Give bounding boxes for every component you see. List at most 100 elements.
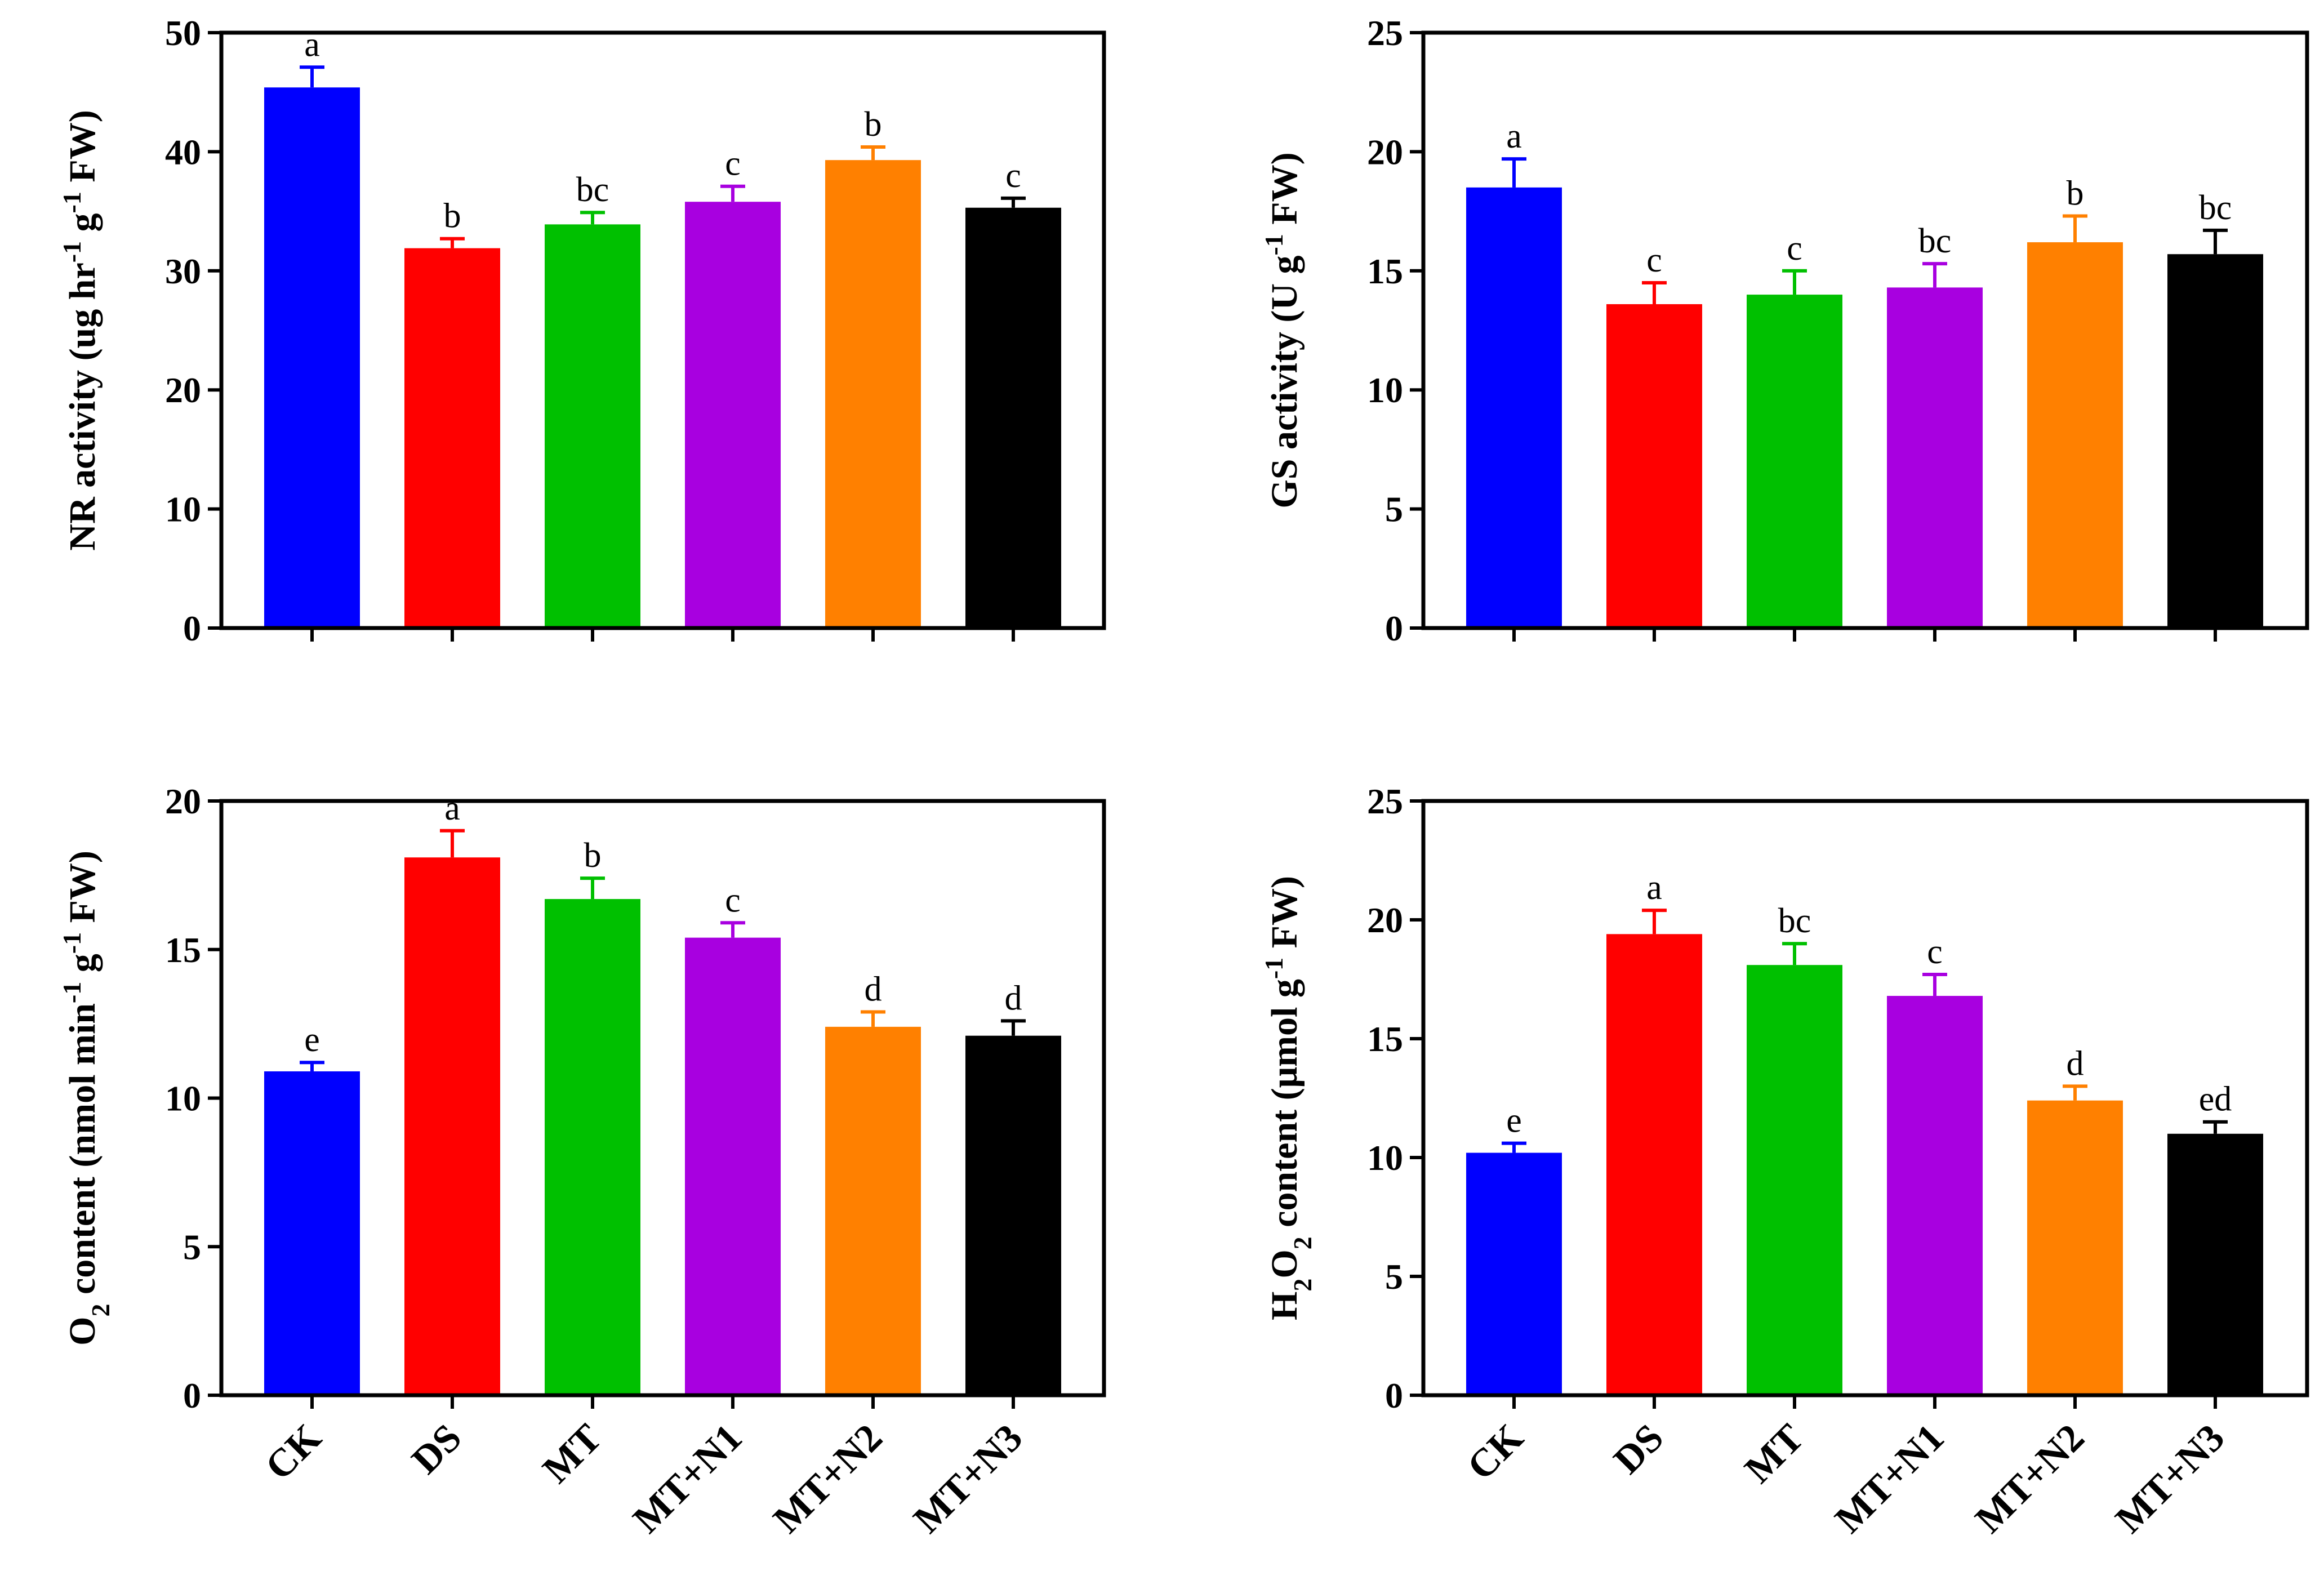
x-tick-label-mt-n1: MT+N1 bbox=[625, 1416, 750, 1542]
y-tick-label: 0 bbox=[183, 608, 201, 648]
significance-label-mt-n2: d bbox=[865, 971, 882, 1009]
bar-mt bbox=[1747, 295, 1842, 628]
y-tick-label: 0 bbox=[183, 1376, 201, 1416]
y-axis-title-part: content (nmol min bbox=[62, 1003, 103, 1303]
y-axis-title-part: -1 bbox=[57, 982, 86, 1003]
significance-label-mt-n3: c bbox=[1005, 157, 1021, 195]
y-axis-title-part: content (μmol g bbox=[1264, 979, 1305, 1236]
bar-mt-n2 bbox=[825, 1026, 921, 1395]
plot-frame bbox=[219, 30, 1106, 630]
y-tick-label: 10 bbox=[1367, 1138, 1403, 1178]
y-tick-label: 25 bbox=[1367, 781, 1403, 821]
significance-label-ds: c bbox=[1646, 241, 1662, 279]
y-axis-title-part: O bbox=[62, 1317, 103, 1346]
y-tick-label: 40 bbox=[165, 132, 201, 172]
y-axis-title-part: -1 bbox=[1259, 234, 1288, 255]
y-axis-title-part: 2 bbox=[1288, 1279, 1317, 1292]
y-tick-label: 10 bbox=[165, 489, 201, 529]
significance-label-mt-n1: c bbox=[725, 881, 741, 919]
x-tick-label-mt-n2: MT+N2 bbox=[1967, 1416, 2093, 1542]
significance-label-mt-n3: bc bbox=[2199, 189, 2232, 227]
y-tick-label: 15 bbox=[1367, 251, 1403, 291]
y-axis-title: GS activity (U g-1 FW) bbox=[1259, 152, 1306, 508]
significance-label-ck: e bbox=[304, 1021, 320, 1059]
y-axis-title: H2O2 content (μmol g-1 FW) bbox=[1259, 876, 1317, 1320]
y-axis-title-part: -1 bbox=[57, 932, 86, 954]
bar-ds bbox=[1606, 304, 1702, 628]
significance-label-ds: a bbox=[444, 789, 460, 827]
significance-label-mt-n3: ed bbox=[2199, 1080, 2232, 1119]
y-tick-label: 10 bbox=[1367, 370, 1403, 410]
bar-mt-n3 bbox=[965, 207, 1061, 628]
x-tick-label-mt-n3: MT+N3 bbox=[905, 1416, 1031, 1542]
x-tick-label-mt-n1: MT+N1 bbox=[1827, 1416, 1952, 1542]
y-axis-title-part: -1 bbox=[57, 192, 86, 213]
y-tick-label: 15 bbox=[165, 930, 201, 970]
y-tick-label: 50 bbox=[165, 13, 201, 53]
y-tick-label: 15 bbox=[1367, 1019, 1403, 1059]
x-tick-label-mt: MT bbox=[535, 1416, 610, 1492]
significance-label-mt: c bbox=[1787, 229, 1802, 268]
y-tick-label: 20 bbox=[1367, 132, 1403, 172]
y-axis-title-part: FW) bbox=[62, 851, 103, 932]
x-tick-label-mt-n3: MT+N3 bbox=[2107, 1416, 2233, 1542]
bar-mt-n2 bbox=[825, 160, 921, 628]
bar-mt-n1 bbox=[1887, 287, 1983, 628]
bar-ds bbox=[404, 248, 500, 628]
y-axis-title-part: FW) bbox=[62, 110, 103, 192]
bar-mt-n1 bbox=[1887, 996, 1983, 1395]
y-axis-title: O2 content (nmol min-1 g-1 FW) bbox=[57, 851, 115, 1346]
bar-ds bbox=[404, 857, 500, 1395]
y-axis-title-part: GS activity (U g bbox=[1264, 256, 1305, 509]
y-tick-label: 20 bbox=[1367, 900, 1403, 940]
y-tick-label: 5 bbox=[1385, 1257, 1403, 1297]
y-axis-title-part: g bbox=[62, 213, 103, 241]
significance-label-mt-n1: bc bbox=[1918, 222, 1952, 260]
bar-ck bbox=[264, 87, 360, 628]
bar-mt-n2 bbox=[2027, 242, 2123, 629]
y-tick-label: 25 bbox=[1367, 13, 1403, 53]
y-axis-title-part: NR activity (ug hr bbox=[62, 262, 103, 550]
significance-label-mt: b bbox=[584, 836, 602, 875]
y-tick-label: 0 bbox=[1385, 1376, 1403, 1416]
o2-content-chart: e a b c d d 0 5 10 15 20 CK DS MT MT+N1 MT+N2 MT+N3 O2 co… bbox=[57, 781, 1106, 1542]
bar-mt-n1 bbox=[685, 937, 781, 1395]
y-tick-label: 5 bbox=[1385, 489, 1403, 529]
significance-label-mt: bc bbox=[1778, 902, 1811, 940]
bar-mt-n3 bbox=[965, 1035, 1061, 1395]
y-axis-title-part: FW) bbox=[1264, 152, 1305, 234]
bar-mt bbox=[1747, 965, 1842, 1395]
y-axis-title-part: -1 bbox=[1259, 958, 1288, 979]
h2o2-content-chart: e a bc c d ed 0 5 10 15 20 25 CK DS MT MT+N1 MT+N2 MT+N3 H… bbox=[1259, 781, 2309, 1542]
bar-ck bbox=[1466, 1152, 1562, 1395]
plot-frame bbox=[1421, 799, 2309, 1397]
x-tick-label-ck: CK bbox=[1459, 1416, 1532, 1489]
y-tick-label: 0 bbox=[1385, 608, 1403, 648]
y-axis-title-part: 2 bbox=[86, 1304, 115, 1317]
significance-label-mt-n2: b bbox=[2067, 175, 2084, 213]
bar-ck bbox=[264, 1071, 360, 1395]
y-tick-label: 20 bbox=[165, 370, 201, 410]
x-tick-label-ck: CK bbox=[257, 1416, 330, 1489]
bar-mt-n3 bbox=[2167, 1133, 2263, 1395]
y-axis-title: NR activity (ug hr-1 g-1 FW) bbox=[57, 110, 104, 550]
x-tick-label-ds: DS bbox=[1606, 1416, 1672, 1483]
bar-ck bbox=[1466, 187, 1562, 628]
x-tick-label-mt-n2: MT+N2 bbox=[765, 1416, 891, 1542]
x-tick-label-mt: MT bbox=[1737, 1416, 1812, 1492]
y-tick-label: 10 bbox=[165, 1079, 201, 1119]
significance-label-ds: a bbox=[1646, 869, 1662, 907]
bar-mt-n1 bbox=[685, 202, 781, 628]
bar-mt bbox=[545, 224, 640, 628]
significance-label-mt-n2: b bbox=[865, 105, 882, 144]
y-axis-title-part: H bbox=[1264, 1292, 1305, 1320]
y-axis-title-part: g bbox=[62, 954, 103, 982]
gs-activity-chart: a c c bc b bc 0 5 10 15 20 25 GS activity (U g-1 FW) bbox=[1259, 13, 2309, 648]
y-axis-title-part: 2 bbox=[1288, 1236, 1317, 1249]
y-tick-label: 5 bbox=[183, 1227, 201, 1267]
significance-label-mt-n1: c bbox=[1927, 933, 1943, 971]
y-axis-title-part: O bbox=[1264, 1249, 1305, 1278]
significance-label-mt-n3: d bbox=[1005, 979, 1022, 1017]
significance-label-ck: e bbox=[1506, 1102, 1522, 1140]
